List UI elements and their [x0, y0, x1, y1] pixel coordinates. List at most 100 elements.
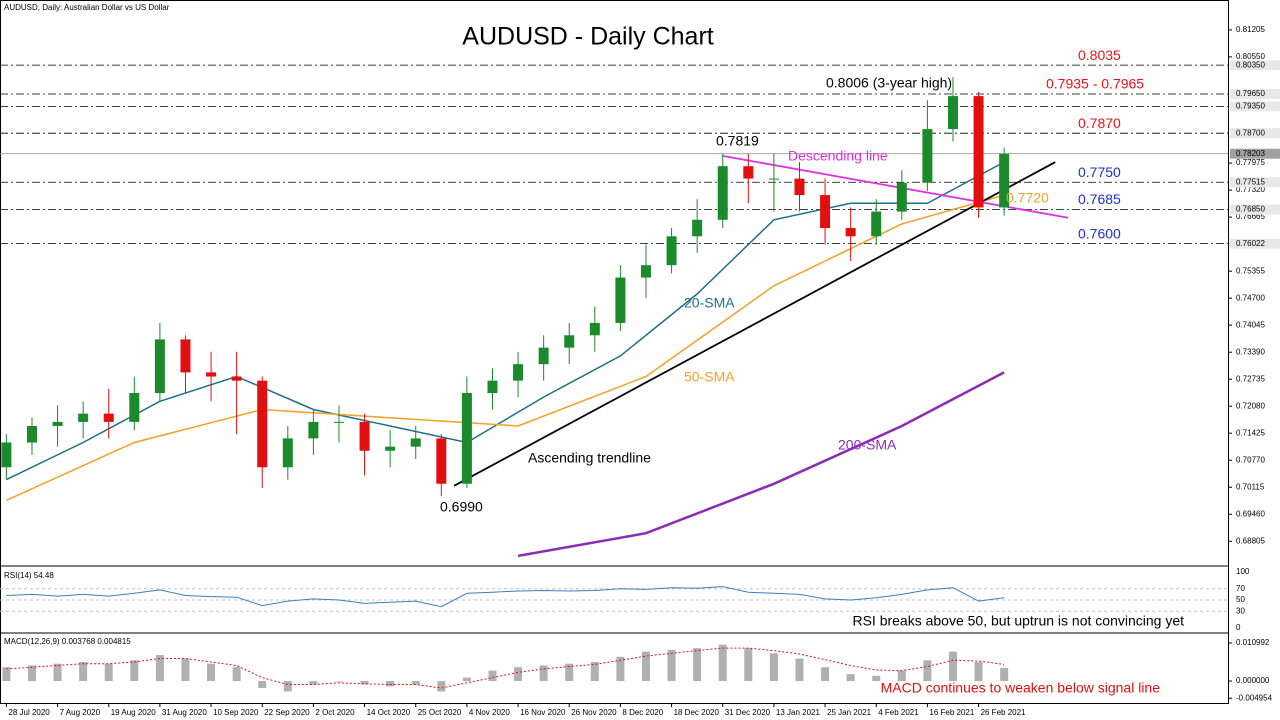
- macd-bar: [411, 681, 420, 685]
- macd-bar: [283, 681, 292, 692]
- candle-body: [692, 219, 703, 237]
- macd-tick-label: -0.004954: [1236, 693, 1273, 702]
- y-tick-label: 0.71425: [1236, 428, 1265, 437]
- macd-bar: [258, 681, 267, 688]
- macd-bar: [897, 670, 906, 682]
- rsi-title: RSI(14) 54.48: [4, 571, 54, 580]
- macd-bar: [539, 665, 548, 682]
- candle-body: [103, 413, 114, 422]
- candle-body: [845, 228, 856, 237]
- level-label-box: [1230, 89, 1280, 100]
- rsi-line: [6, 586, 1005, 608]
- candle-body: [26, 426, 37, 443]
- macd-bar: [1000, 667, 1009, 682]
- current-price-label: 0.78203: [1236, 149, 1265, 158]
- candle-body: [154, 339, 165, 394]
- level-annotation: 0.8035: [1078, 47, 1121, 63]
- y-tick-label: 0.73390: [1236, 347, 1265, 356]
- candle-body: [820, 195, 831, 229]
- candle-body: [999, 153, 1010, 208]
- macd-bar: [2, 667, 11, 682]
- candle-body: [564, 335, 575, 348]
- macd-bar: [590, 662, 599, 682]
- macd-bar: [616, 656, 625, 682]
- candle-body: [180, 339, 191, 373]
- level-label-box: [1230, 204, 1280, 215]
- candle-body: [538, 347, 549, 365]
- level-axis-label: 0.80350: [1236, 60, 1265, 69]
- x-tick-label: 28 Jul 2020: [8, 708, 50, 717]
- macd-bar: [360, 681, 369, 685]
- rsi-tick-label: 70: [1236, 584, 1245, 593]
- candle-body: [768, 178, 779, 180]
- macd-bar: [795, 658, 804, 682]
- level-label-box: [1230, 101, 1280, 112]
- macd-signal: [6, 647, 1005, 689]
- candle-body: [871, 211, 882, 237]
- macd-bar: [948, 651, 957, 682]
- sma-label: 20-SMA: [684, 295, 735, 311]
- macd-bar: [27, 665, 36, 682]
- macd-bar: [232, 667, 241, 682]
- macd-tick-label: 0.000000: [1236, 676, 1270, 685]
- level-label-box: [1230, 238, 1280, 249]
- level-axis-label: 0.79350: [1236, 102, 1265, 111]
- level-annotation: 0.7870: [1078, 115, 1121, 131]
- y-tick-label: 0.70115: [1236, 482, 1265, 491]
- y-tick-label: 0.81205: [1236, 25, 1265, 34]
- macd-bar: [437, 681, 446, 692]
- candle-body: [794, 178, 805, 196]
- macd-bar: [207, 663, 216, 682]
- macd-bar: [846, 674, 855, 682]
- x-tick-label: 4 Feb 2021: [878, 708, 919, 717]
- candle-body: [359, 421, 370, 451]
- candle-body: [461, 393, 472, 484]
- x-tick-label: 31 Dec 2020: [725, 708, 771, 717]
- y-tick-label: 0.74045: [1236, 320, 1265, 329]
- candle-body: [257, 380, 268, 468]
- candle-body: [333, 421, 344, 423]
- annotation: 0.8006 (3-year high): [826, 75, 952, 91]
- macd-bar: [53, 663, 62, 682]
- candle-body: [410, 438, 421, 447]
- rsi-tick-label: 30: [1236, 606, 1245, 615]
- level-axis-label: 0.77515: [1236, 177, 1265, 186]
- macd-bar: [181, 658, 190, 682]
- x-tick-label: 26 Feb 2021: [981, 708, 1026, 717]
- chart-title: AUDUSD - Daily Chart: [462, 23, 713, 51]
- sma-line: [6, 194, 1005, 501]
- macd-bar: [155, 655, 164, 682]
- level-label-box: [1230, 177, 1280, 188]
- macd-bar: [821, 667, 830, 682]
- macd-bar: [769, 653, 778, 682]
- candle-body: [129, 393, 140, 422]
- x-tick-label: 7 Aug 2020: [60, 708, 101, 717]
- level-annotation: 0.7600: [1078, 225, 1121, 241]
- candle-body: [52, 421, 63, 427]
- y-tick-label: 0.75355: [1236, 266, 1265, 275]
- trendline: [453, 161, 1056, 487]
- level-axis-label: 0.76850: [1236, 205, 1265, 214]
- candle-body: [487, 380, 498, 394]
- x-tick-label: 16 Nov 2020: [520, 708, 566, 717]
- macd-note: MACD continues to weaken below signal li…: [881, 680, 1161, 696]
- candle-body: [922, 129, 933, 183]
- y-tick-label: 0.80550: [1236, 52, 1265, 61]
- macd-bar: [514, 667, 523, 682]
- candle-body: [436, 438, 447, 484]
- macd-bar: [641, 651, 650, 682]
- current-price-box: [1230, 148, 1280, 159]
- candle-body: [231, 376, 242, 381]
- candle-body: [78, 413, 89, 422]
- candle-body: [947, 96, 958, 130]
- macd-bar: [386, 681, 395, 687]
- candle-body: [615, 277, 626, 323]
- y-tick-label: 0.77320: [1236, 185, 1265, 194]
- macd-bar: [718, 644, 727, 682]
- level-annotation: 0.7750: [1078, 164, 1121, 180]
- sma-line: [517, 371, 1005, 558]
- level-annotation: 0.7685: [1078, 191, 1121, 207]
- macd-bar: [488, 670, 497, 682]
